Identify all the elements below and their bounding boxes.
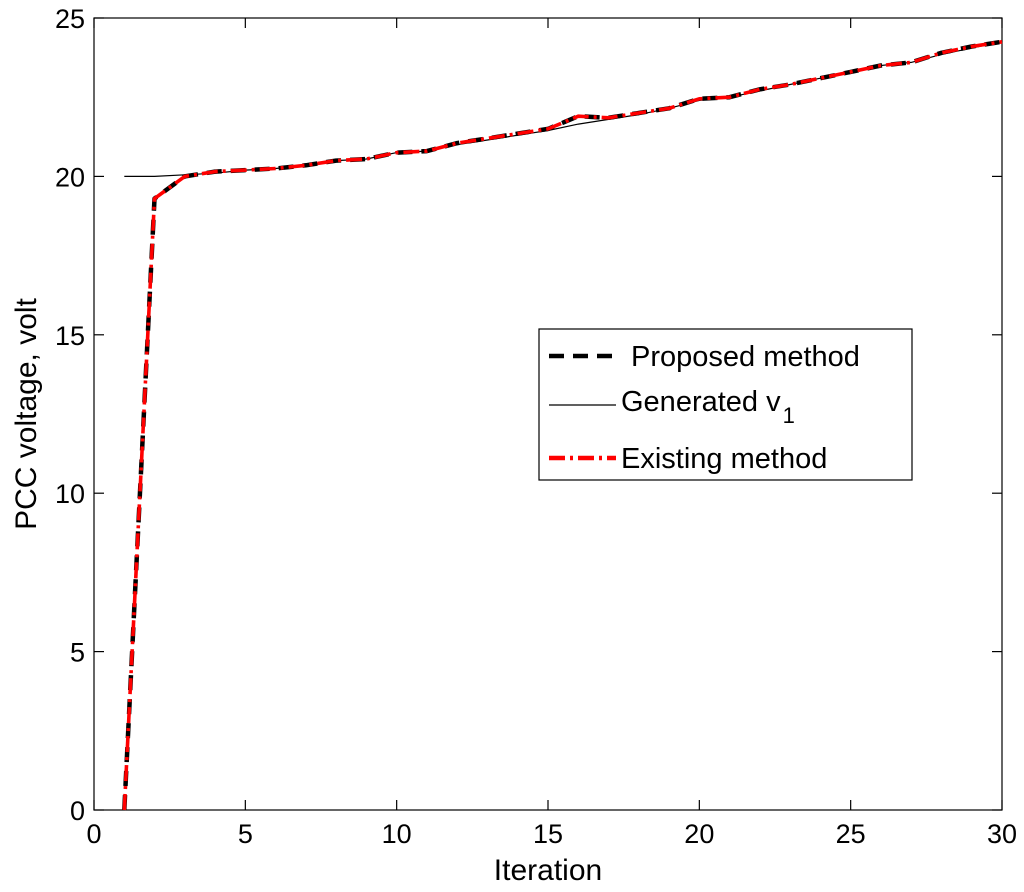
- legend: Proposed method Generated v1 Existing me…: [538, 328, 913, 481]
- x-tick-label: 25: [836, 819, 866, 849]
- legend-label-existing: Existing method: [621, 443, 827, 475]
- x-tick-label: 30: [987, 819, 1017, 849]
- axis-ticks: [93, 17, 1003, 811]
- x-axis-label: Iteration: [494, 854, 602, 887]
- axis-tick-labels: 0 5 10 15 20 25 30 0 5 10 15 20 25: [55, 4, 1017, 849]
- series-line-proposed: [122, 39, 1003, 811]
- legend-label-generated: Generated v1: [621, 386, 795, 428]
- x-tick-label: 10: [382, 819, 412, 849]
- series-line-existing: [122, 40, 1003, 811]
- x-tick-label: 5: [238, 819, 253, 849]
- x-tick-label: 0: [86, 819, 101, 849]
- x-tick-label: 15: [533, 819, 563, 849]
- y-tick-label: 20: [55, 162, 85, 192]
- y-tick-label: 5: [70, 638, 85, 668]
- legend-label-proposed: Proposed method: [631, 341, 860, 373]
- y-tick-label: 25: [55, 4, 85, 34]
- y-axis-label: PCC voltage, volt: [10, 297, 43, 529]
- legend-label-generated-subscript: 1: [783, 403, 795, 428]
- y-tick-label: 15: [55, 321, 85, 351]
- y-tick-label: 10: [55, 479, 85, 509]
- x-tick-label: 20: [684, 819, 714, 849]
- y-tick-label: 0: [70, 796, 85, 826]
- series-layer: [122, 39, 1003, 811]
- legend-label-generated-main: Generated v: [621, 386, 781, 418]
